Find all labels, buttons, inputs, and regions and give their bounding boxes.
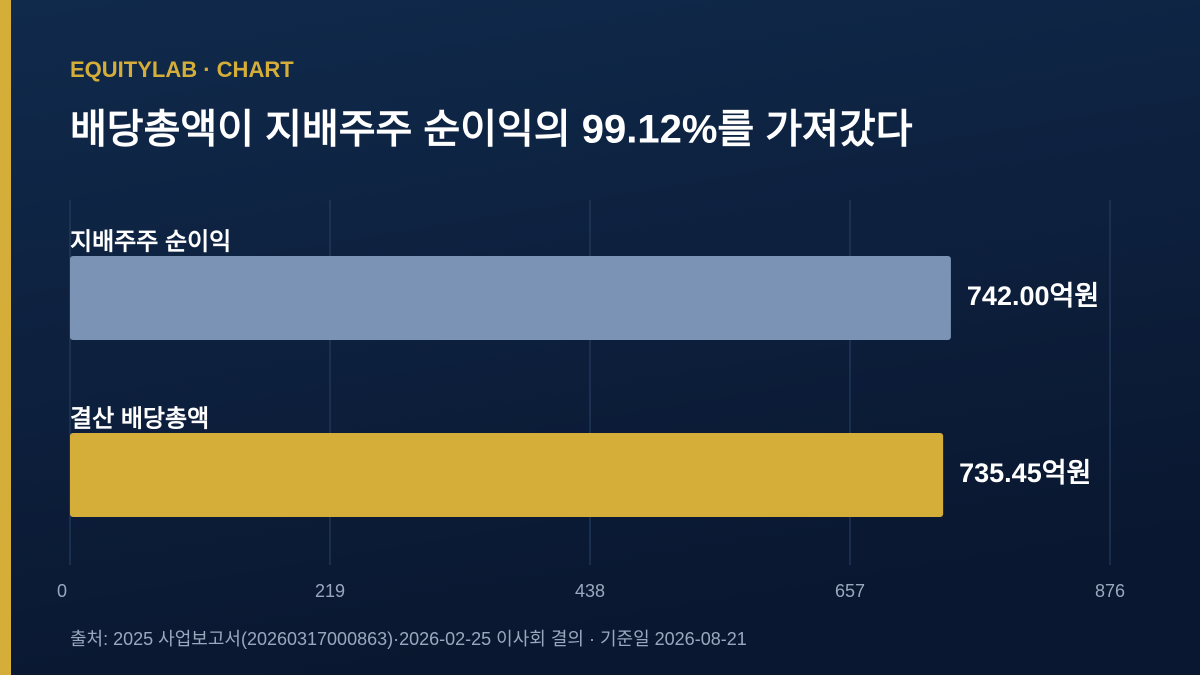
source-note: 출처: 2025 사업보고서(20260317000863)·2026-02-2… — [70, 629, 747, 649]
x-tick-label: 438 — [575, 581, 605, 601]
value-label: 735.45억원 — [959, 458, 1091, 488]
value-label: 742.00억원 — [967, 281, 1099, 311]
category-label: 결산 배당총액 — [70, 405, 209, 432]
brand: EQUITYLAB · CHART — [70, 57, 294, 82]
x-tick-label: 657 — [835, 581, 865, 601]
category-label: 지배주주 순이익 — [70, 228, 231, 255]
x-tick-label: 0 — [57, 581, 67, 601]
chart-title: 배당총액이 지배주주 순이익의 99.12%를 가져갔다 — [70, 108, 913, 152]
x-tick-label: 219 — [315, 581, 345, 601]
bar — [70, 433, 944, 517]
accent-stripe — [0, 0, 11, 675]
bar — [70, 256, 951, 340]
x-tick-label: 876 — [1095, 581, 1125, 601]
